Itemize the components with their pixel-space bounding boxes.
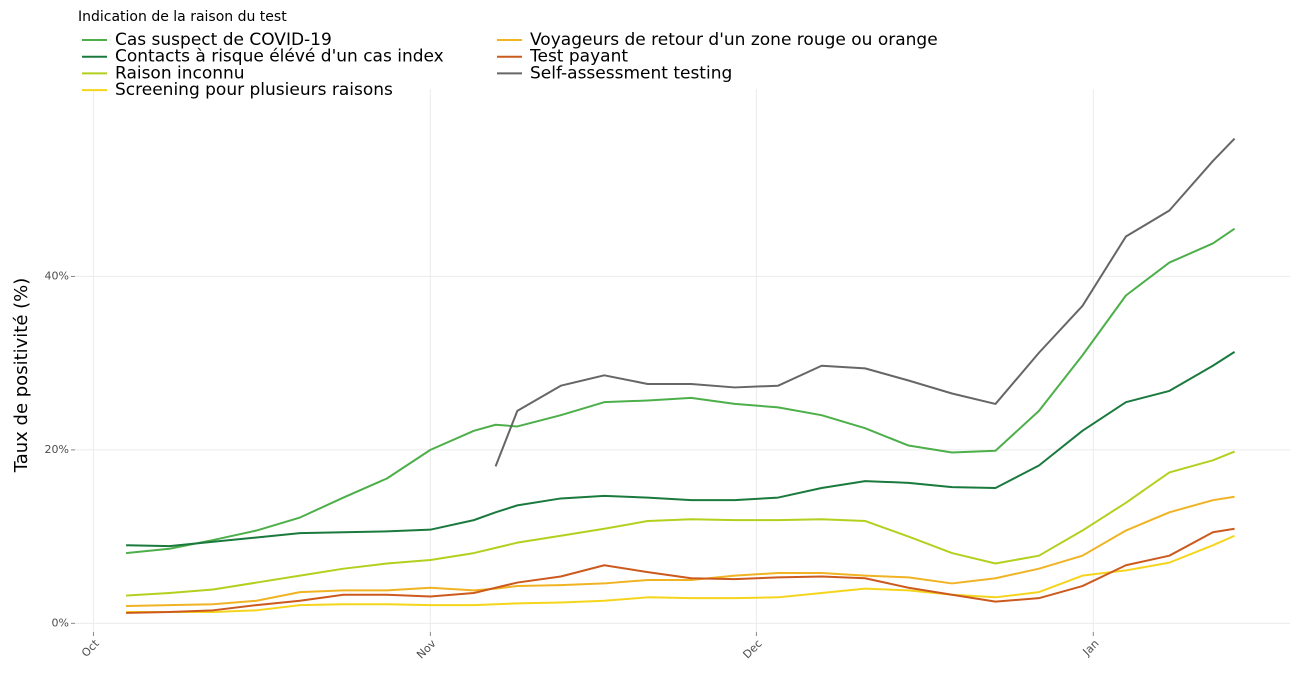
series-line <box>126 450 1235 597</box>
x-tick-label: Jan <box>1080 637 1102 659</box>
series-line <box>126 351 1236 548</box>
legend-title: Indication de la raison du test <box>78 9 287 25</box>
series-line <box>494 137 1236 467</box>
x-tick-label: Dec <box>740 637 764 661</box>
legend-label: Self-assessment testing <box>530 63 732 83</box>
legend-label: Screening pour plusieurs raisons <box>115 80 393 100</box>
y-axis-title: Taux de positivité (%) <box>11 278 32 474</box>
legend-label: Voyageurs de retour d'un zone rouge ou o… <box>530 30 938 50</box>
legend-label: Cas suspect de COVID-19 <box>115 30 332 50</box>
series-line <box>126 495 1235 607</box>
x-tick-label: Nov <box>414 637 439 662</box>
x-tick-label: Oct <box>79 637 102 660</box>
series-line <box>126 534 1235 614</box>
y-tick-label: 20% <box>45 443 69 456</box>
y-tick-label: 0% <box>52 616 69 629</box>
legend-label: Test payant <box>529 47 628 67</box>
series-line <box>126 527 1235 614</box>
y-tick-label: 40% <box>45 269 69 282</box>
series-line <box>125 227 1236 555</box>
legend-label: Raison inconnu <box>115 63 245 83</box>
legend-label: Contacts à risque élévé d'un cas index <box>115 47 444 67</box>
